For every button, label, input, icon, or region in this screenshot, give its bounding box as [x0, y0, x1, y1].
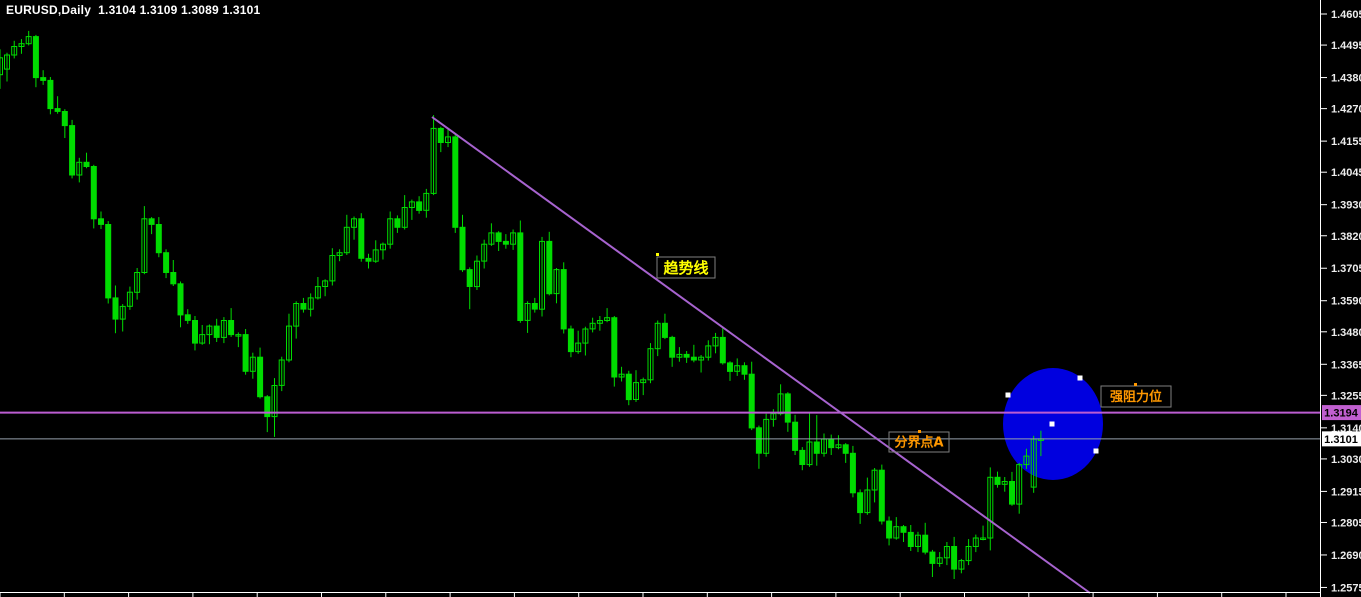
- price-tick-label: 1.3705: [1331, 263, 1361, 275]
- price-tick-label: 1.3255: [1331, 390, 1361, 402]
- line-objects[interactable]: [0, 116, 1320, 594]
- price-tick-label: 1.3820: [1331, 231, 1361, 243]
- price-tick-label: 1.2915: [1331, 486, 1361, 498]
- price-tick-label: 1.4155: [1331, 136, 1361, 148]
- price-tick-label: 1.4270: [1331, 104, 1361, 116]
- price-tick-label: 1.2690: [1331, 550, 1361, 562]
- chart-title: EURUSD,Daily 1.3104 1.3109 1.3089 1.3101: [6, 3, 261, 17]
- price-tick-label: 1.3030: [1331, 454, 1361, 466]
- annotation-label-text: 趋势线: [663, 259, 708, 277]
- price-tick-label: 1.2575: [1331, 582, 1361, 594]
- annotation-label[interactable]: 趋势线: [656, 253, 716, 279]
- descending-trendline: [431, 116, 1091, 594]
- candlestick-series: [0, 30, 1044, 579]
- price-tick-label: 1.4605: [1331, 9, 1361, 21]
- resistance-price-tag: 1.3194: [1322, 405, 1361, 421]
- price-tick-label: 1.2805: [1331, 517, 1361, 529]
- price-tick-label: 1.3480: [1331, 327, 1361, 339]
- time-axis: [0, 592, 1320, 597]
- price-tick-label: 1.4495: [1331, 40, 1361, 52]
- price-tick-label: 1.3930: [1331, 200, 1361, 212]
- annotation-label[interactable]: 强阻力位: [1100, 383, 1172, 408]
- annotation-label-text: 分界点A: [894, 435, 943, 451]
- svg-text:1.3101: 1.3101: [1324, 434, 1358, 446]
- svg-text:1.3194: 1.3194: [1324, 408, 1359, 420]
- bid-price-tag: 1.3101: [1322, 431, 1361, 447]
- price-tick-label: 1.3365: [1331, 359, 1361, 371]
- price-tick-label: 1.3590: [1331, 296, 1361, 308]
- ellipse-handles[interactable]: [1005, 375, 1099, 454]
- price-axis: 1.4605 1.4495 1.4380 1.4270 1.4155 1.4045 1.39…: [1320, 0, 1361, 597]
- price-tick-label: 1.4380: [1331, 73, 1361, 85]
- price-tick-label: 1.4045: [1331, 167, 1361, 179]
- annotation-label[interactable]: 分界点A: [888, 430, 950, 453]
- annotation-label-text: 强阻力位: [1110, 389, 1162, 405]
